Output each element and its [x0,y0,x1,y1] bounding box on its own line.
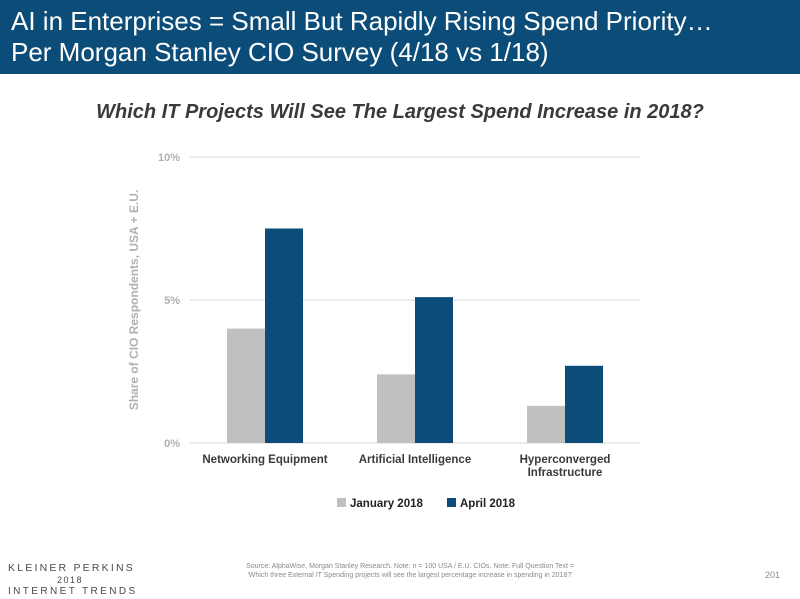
chart-title: Which IT Projects Will See The Largest S… [96,101,704,123]
page-number: 201 [764,570,780,580]
bar [415,297,453,443]
bar [227,328,265,443]
y-axis-label: Share of CIO Respondents, USA + E.U. [127,190,141,411]
x-tick-label: Hyperconverged [520,454,611,466]
x-tick-label: Infrastructure [528,467,603,479]
bar-chart: 0% 5% 10% Share of CIO Respondents, USA + E… [127,152,640,510]
source-line-1: Source: AlphaWise, Morgan Stanley Resear… [246,563,574,570]
y-tick-label: 5% [164,295,180,307]
bar [265,228,303,443]
logo-year: 2018 [56,575,84,585]
x-tick-label: Networking Equipment [202,454,327,466]
logo-report: INTERNET TRENDS [8,586,138,597]
x-tick-label: Artificial Intelligence [359,454,471,466]
title-banner: AI in Enterprises = Small But Rapidly Ri… [0,0,800,74]
slide-title-line-1: AI in Enterprises = Small But Rapidly Ri… [11,6,713,36]
legend-swatch [337,498,346,507]
bar [377,374,415,443]
kleiner-perkins-logo: KLEINER PERKINS 2018 INTERNET TRENDS [8,562,138,598]
legend-entry: April 2018 [460,498,516,510]
slide-title-line-2: Per Morgan Stanley CIO Survey (4/18 vs 1… [11,37,549,67]
bar [527,405,565,443]
source-line-2: 'Which three External IT Spending projec… [247,572,573,579]
y-tick-label: 0% [164,438,180,450]
legend-entry: January 2018 [350,498,423,510]
y-tick-label: 10% [158,152,180,164]
legend-swatch [447,498,456,507]
bar [565,365,603,443]
source-note: Source: AlphaWise, Morgan Stanley Resear… [210,562,610,580]
logo-brand: KLEINER PERKINS [8,562,135,574]
